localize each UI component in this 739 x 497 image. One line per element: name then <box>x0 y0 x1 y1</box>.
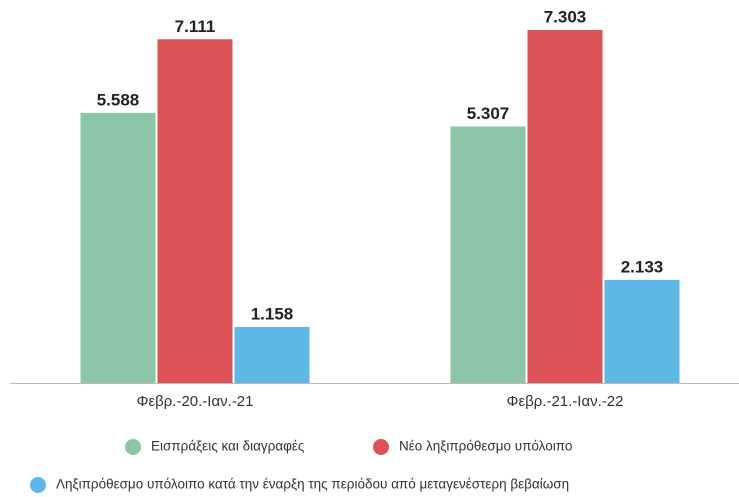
x-tick-label: Φεβρ.-20.-Ιαν.-21 <box>136 393 253 410</box>
x-tick-label: Φεβρ.-21.-Ιαν.-22 <box>506 393 623 410</box>
bar <box>234 327 310 383</box>
legend-label: Ληξιπρόθεσμο υπόλοιπο κατά την έναρξη τη… <box>56 477 569 492</box>
legend-swatch <box>125 439 141 455</box>
value-label: 5.307 <box>467 104 510 123</box>
legend-swatch <box>373 439 389 455</box>
value-label: 7.303 <box>544 7 587 26</box>
value-label: 1.158 <box>251 305 294 324</box>
legend-swatch <box>30 477 46 493</box>
bar <box>604 279 680 383</box>
value-label: 7.111 <box>175 17 216 36</box>
bar <box>157 39 233 383</box>
legend-label: Νέο ληξιπρόθεσμο υπόλοιπο <box>399 439 572 454</box>
bar <box>80 112 156 383</box>
value-label: 2.133 <box>621 257 664 276</box>
bar <box>450 126 526 384</box>
value-label: 5.588 <box>97 90 140 109</box>
legend-label: Εισπράξεις και διαγραφές <box>151 439 305 454</box>
bar <box>527 30 603 383</box>
